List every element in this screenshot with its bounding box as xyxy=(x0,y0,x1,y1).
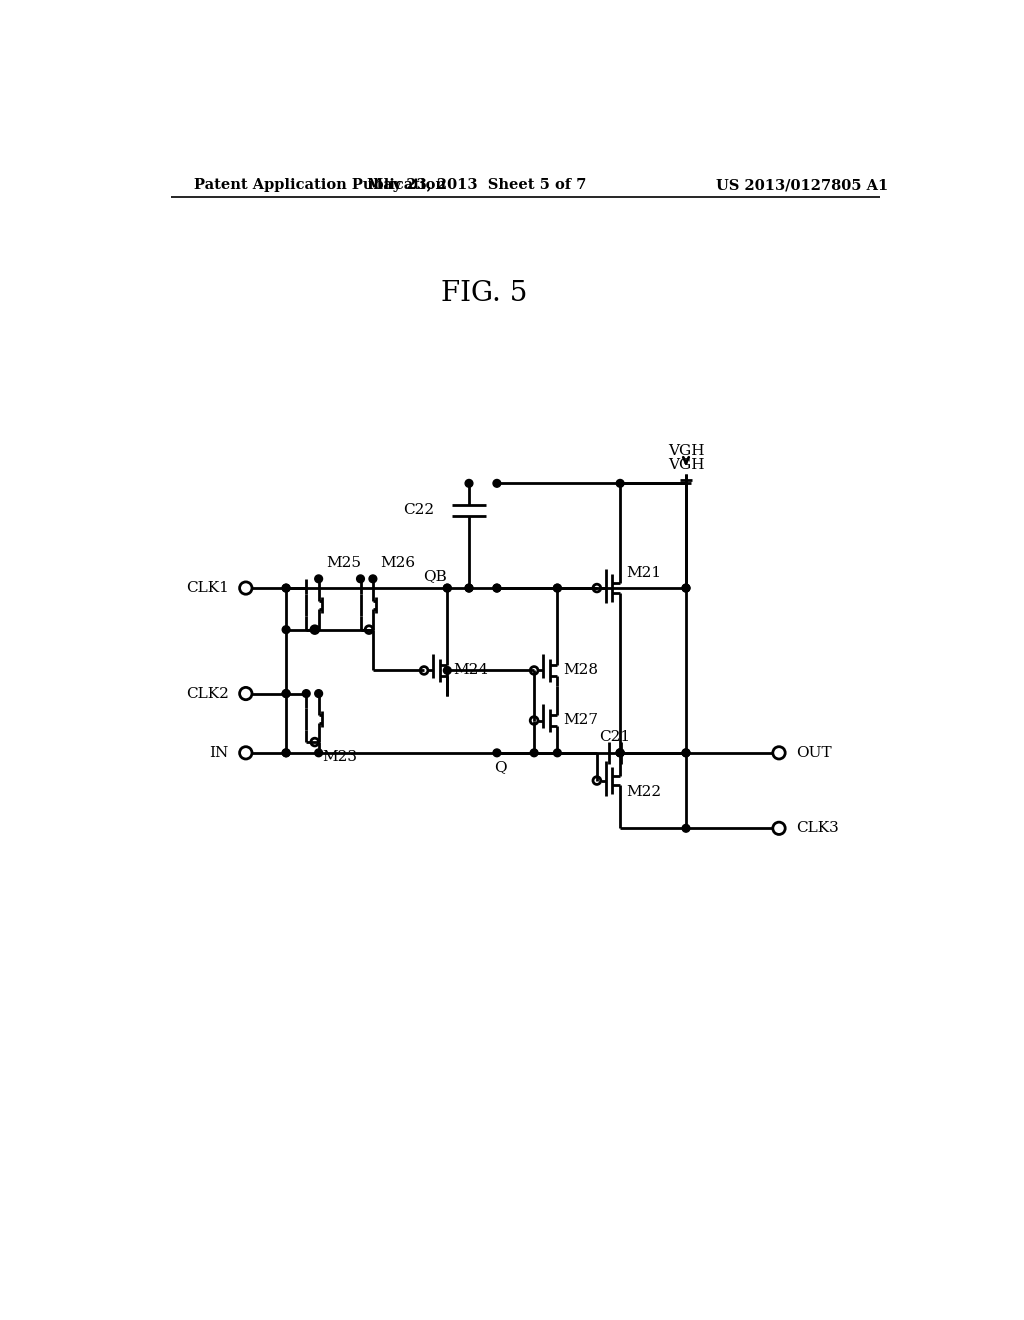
Text: FIG. 5: FIG. 5 xyxy=(441,280,527,306)
Text: Patent Application Publication: Patent Application Publication xyxy=(194,178,445,193)
Circle shape xyxy=(465,585,473,591)
Circle shape xyxy=(682,585,690,591)
Circle shape xyxy=(356,576,365,582)
Circle shape xyxy=(682,748,690,756)
Circle shape xyxy=(465,479,473,487)
Text: M21: M21 xyxy=(627,566,662,579)
Text: CLK1: CLK1 xyxy=(186,581,228,595)
Circle shape xyxy=(283,748,290,756)
Text: CLK3: CLK3 xyxy=(796,821,839,836)
Circle shape xyxy=(554,585,561,591)
Circle shape xyxy=(443,585,452,591)
Text: M23: M23 xyxy=(323,751,357,764)
Circle shape xyxy=(616,479,624,487)
Circle shape xyxy=(314,748,323,756)
Text: VGH: VGH xyxy=(668,458,705,471)
Circle shape xyxy=(616,748,624,756)
Circle shape xyxy=(493,585,501,591)
Circle shape xyxy=(530,748,538,756)
Circle shape xyxy=(283,585,290,591)
Text: VGH: VGH xyxy=(668,444,705,458)
Text: M25: M25 xyxy=(327,557,361,570)
Circle shape xyxy=(493,585,501,591)
Text: M28: M28 xyxy=(563,664,599,677)
Circle shape xyxy=(554,585,561,591)
Circle shape xyxy=(493,479,501,487)
Circle shape xyxy=(682,585,690,591)
Circle shape xyxy=(283,626,290,634)
Circle shape xyxy=(283,689,290,697)
Circle shape xyxy=(302,689,310,697)
Circle shape xyxy=(465,585,473,591)
Text: C21: C21 xyxy=(599,730,630,744)
Text: US 2013/0127805 A1: US 2013/0127805 A1 xyxy=(716,178,889,193)
Circle shape xyxy=(682,825,690,832)
Circle shape xyxy=(314,689,323,697)
Circle shape xyxy=(682,748,690,756)
Text: OUT: OUT xyxy=(796,746,831,760)
Circle shape xyxy=(616,748,624,756)
Circle shape xyxy=(443,667,452,675)
Circle shape xyxy=(554,748,561,756)
Text: Q: Q xyxy=(494,760,506,774)
Text: M24: M24 xyxy=(454,664,488,677)
Circle shape xyxy=(616,748,624,756)
Text: QB: QB xyxy=(423,569,446,582)
Text: CLK2: CLK2 xyxy=(186,686,228,701)
Text: M26: M26 xyxy=(381,557,416,570)
Circle shape xyxy=(283,585,290,591)
Circle shape xyxy=(283,689,290,697)
Text: M27: M27 xyxy=(563,714,599,727)
Circle shape xyxy=(283,748,290,756)
Circle shape xyxy=(493,748,501,756)
Circle shape xyxy=(314,576,323,582)
Text: M22: M22 xyxy=(627,785,662,799)
Circle shape xyxy=(443,585,452,591)
Text: May 23, 2013  Sheet 5 of 7: May 23, 2013 Sheet 5 of 7 xyxy=(367,178,587,193)
Circle shape xyxy=(369,576,377,582)
Text: C22: C22 xyxy=(403,503,434,517)
Text: IN: IN xyxy=(210,746,228,760)
Circle shape xyxy=(311,626,318,634)
